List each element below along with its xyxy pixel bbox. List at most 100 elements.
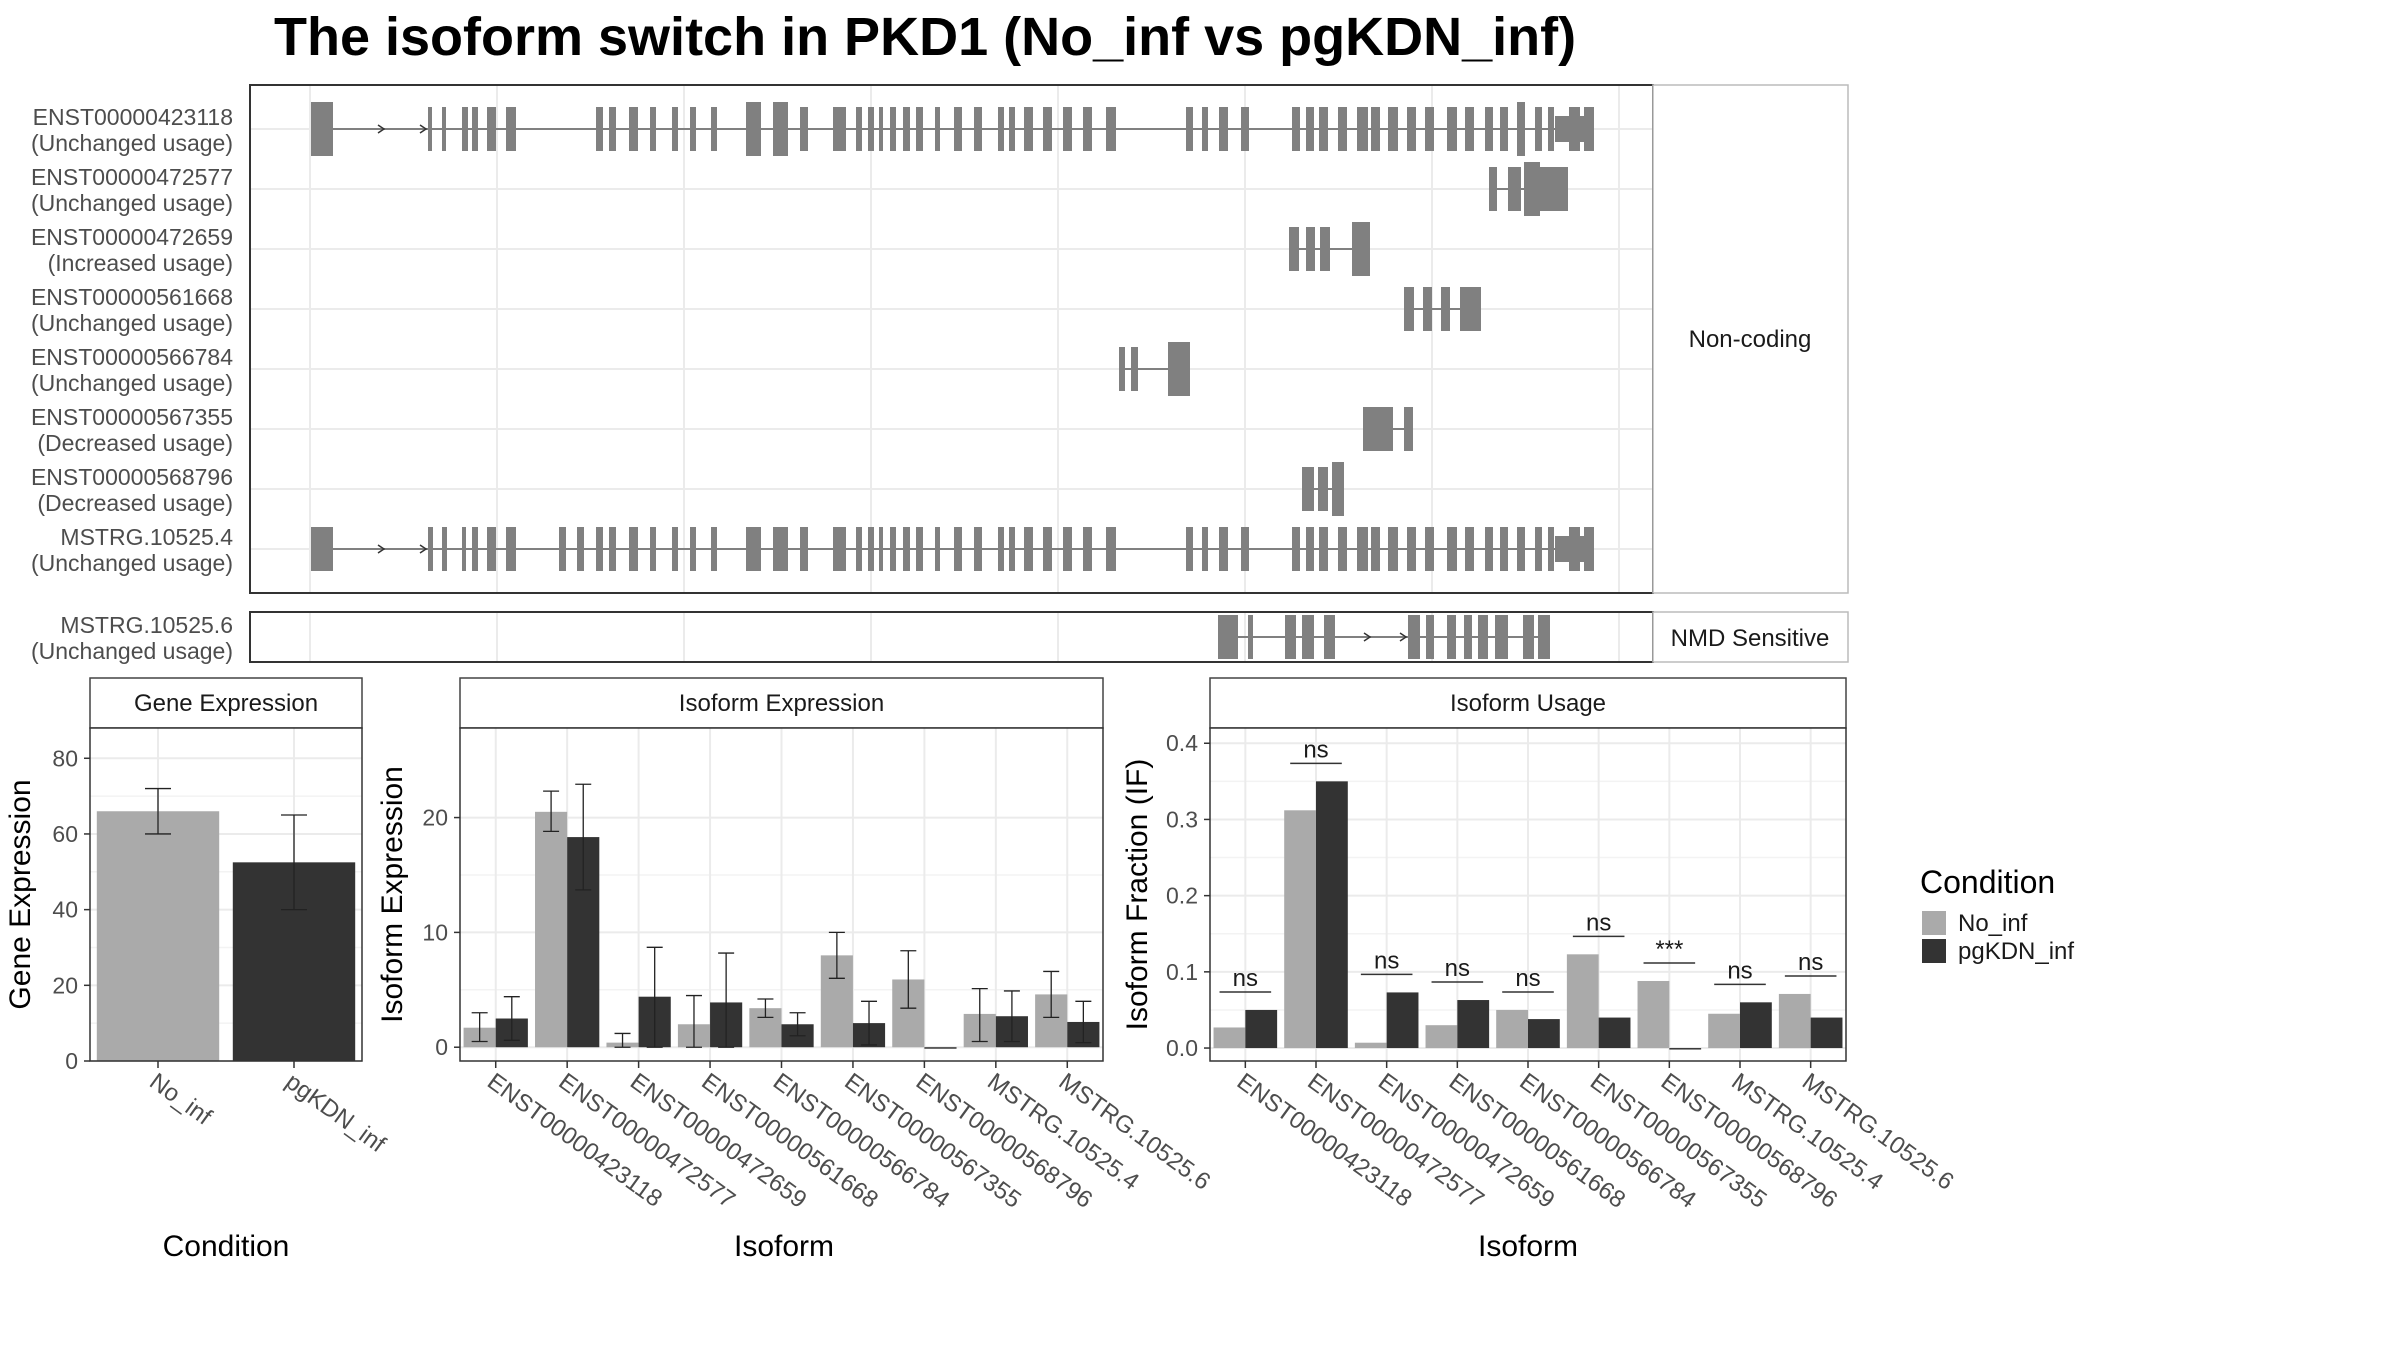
strand-arrow <box>1363 632 1372 642</box>
exon <box>1009 527 1015 571</box>
chart3-xlabel: Isoform <box>1478 1230 1578 1263</box>
exon <box>1388 107 1398 151</box>
chart1-ytick-label: 80 <box>52 745 78 771</box>
chart2-bar <box>535 811 568 1048</box>
exon <box>800 527 808 571</box>
legend-title: Condition <box>1920 864 2055 900</box>
exon <box>1447 107 1457 151</box>
exon <box>1388 527 1398 571</box>
chart3-bar <box>1354 1042 1387 1049</box>
exon <box>1548 107 1554 151</box>
exon <box>1292 527 1300 571</box>
exon <box>1202 107 1208 151</box>
strand-arrow <box>1399 632 1408 642</box>
exon <box>935 527 940 571</box>
exon <box>773 102 788 156</box>
transcript-usage-label: (Increased usage) <box>48 250 233 276</box>
transcript-usage-label: (Unchanged usage) <box>31 130 233 156</box>
exon <box>1218 615 1238 659</box>
exon <box>442 107 446 151</box>
chart1-title: Gene Expression <box>134 690 318 717</box>
chart2-ytick-label: 0 <box>435 1034 448 1060</box>
exon <box>559 527 566 571</box>
exon <box>690 107 696 151</box>
chart3-bar <box>1740 1002 1772 1049</box>
exon <box>1131 347 1138 391</box>
chart3-ytick-label: 0.4 <box>1166 730 1198 756</box>
chart3-bar <box>1708 1013 1740 1049</box>
exon <box>609 527 616 571</box>
transcript-id-label: ENST00000423118 <box>33 104 233 130</box>
utr-exon <box>1555 116 1592 142</box>
exon <box>1447 615 1456 659</box>
exon <box>1404 287 1414 331</box>
exon <box>856 527 862 571</box>
chart3-bar <box>1810 1017 1843 1049</box>
exon <box>1447 527 1457 571</box>
exon <box>1357 107 1368 151</box>
exon <box>1318 467 1328 511</box>
exon <box>868 527 874 571</box>
exon <box>1241 107 1249 151</box>
chart3-bar <box>1245 1009 1278 1049</box>
strip-nmd <box>1652 611 1849 663</box>
exon <box>472 527 478 571</box>
exon <box>746 527 761 571</box>
exon <box>711 107 717 151</box>
exon <box>1168 342 1190 396</box>
exon <box>609 107 616 151</box>
exon <box>1489 167 1497 211</box>
chart3-significance-label: ns <box>1727 957 1752 984</box>
chart2-ytick-label: 20 <box>422 805 448 831</box>
exon <box>879 527 883 571</box>
exon <box>1508 167 1521 211</box>
transcript-usage-label: (Unchanged usage) <box>31 638 233 664</box>
exon <box>1408 615 1420 659</box>
chart3-significance-label: *** <box>1655 936 1683 963</box>
exon <box>462 107 468 151</box>
strip-noncoding <box>1652 84 1849 594</box>
exon <box>311 527 333 571</box>
chart3-ylabel: Isoform Fraction (IF) <box>1121 759 1154 1031</box>
exon <box>868 107 874 151</box>
chart3-bar <box>1386 992 1419 1049</box>
exon <box>1423 287 1432 331</box>
exon <box>711 527 717 571</box>
chart2-title: Isoform Expression <box>679 690 884 717</box>
chart3-bar <box>1528 1019 1560 1049</box>
exon <box>954 527 962 571</box>
exon <box>596 527 603 571</box>
exon <box>773 527 788 571</box>
exon <box>487 527 496 571</box>
chart2-strip <box>459 677 1104 729</box>
chart3-significance-label: ns <box>1374 947 1399 974</box>
exon <box>596 107 603 151</box>
exon <box>800 107 808 151</box>
exon <box>1535 527 1542 571</box>
exon <box>833 527 846 571</box>
chart2-ylabel: Isoform Expression <box>376 766 409 1023</box>
chart3-significance-label: ns <box>1586 909 1611 936</box>
exon <box>1441 287 1450 331</box>
transcript-usage-label: (Unchanged usage) <box>31 370 233 396</box>
exon <box>1500 527 1508 571</box>
exon <box>1338 107 1347 151</box>
transcript-id-label: ENST00000566784 <box>31 344 233 370</box>
strip-label-noncoding: Non-coding <box>1689 326 1812 353</box>
exon <box>746 102 761 156</box>
chart3-significance-label: ns <box>1798 949 1823 976</box>
chart1-ytick-label: 0 <box>65 1048 78 1074</box>
exon <box>1371 107 1380 151</box>
exon <box>1465 527 1474 571</box>
exon <box>1285 615 1296 659</box>
exon <box>1009 107 1015 151</box>
transcript-id-label: ENST00000472659 <box>31 224 233 250</box>
exon <box>650 527 656 571</box>
chart3-bar <box>1425 1025 1458 1049</box>
chart3-bar <box>1457 1000 1490 1049</box>
chart3-ytick-label: 0.3 <box>1166 806 1198 832</box>
transcript-usage-label: (Unchanged usage) <box>31 190 233 216</box>
